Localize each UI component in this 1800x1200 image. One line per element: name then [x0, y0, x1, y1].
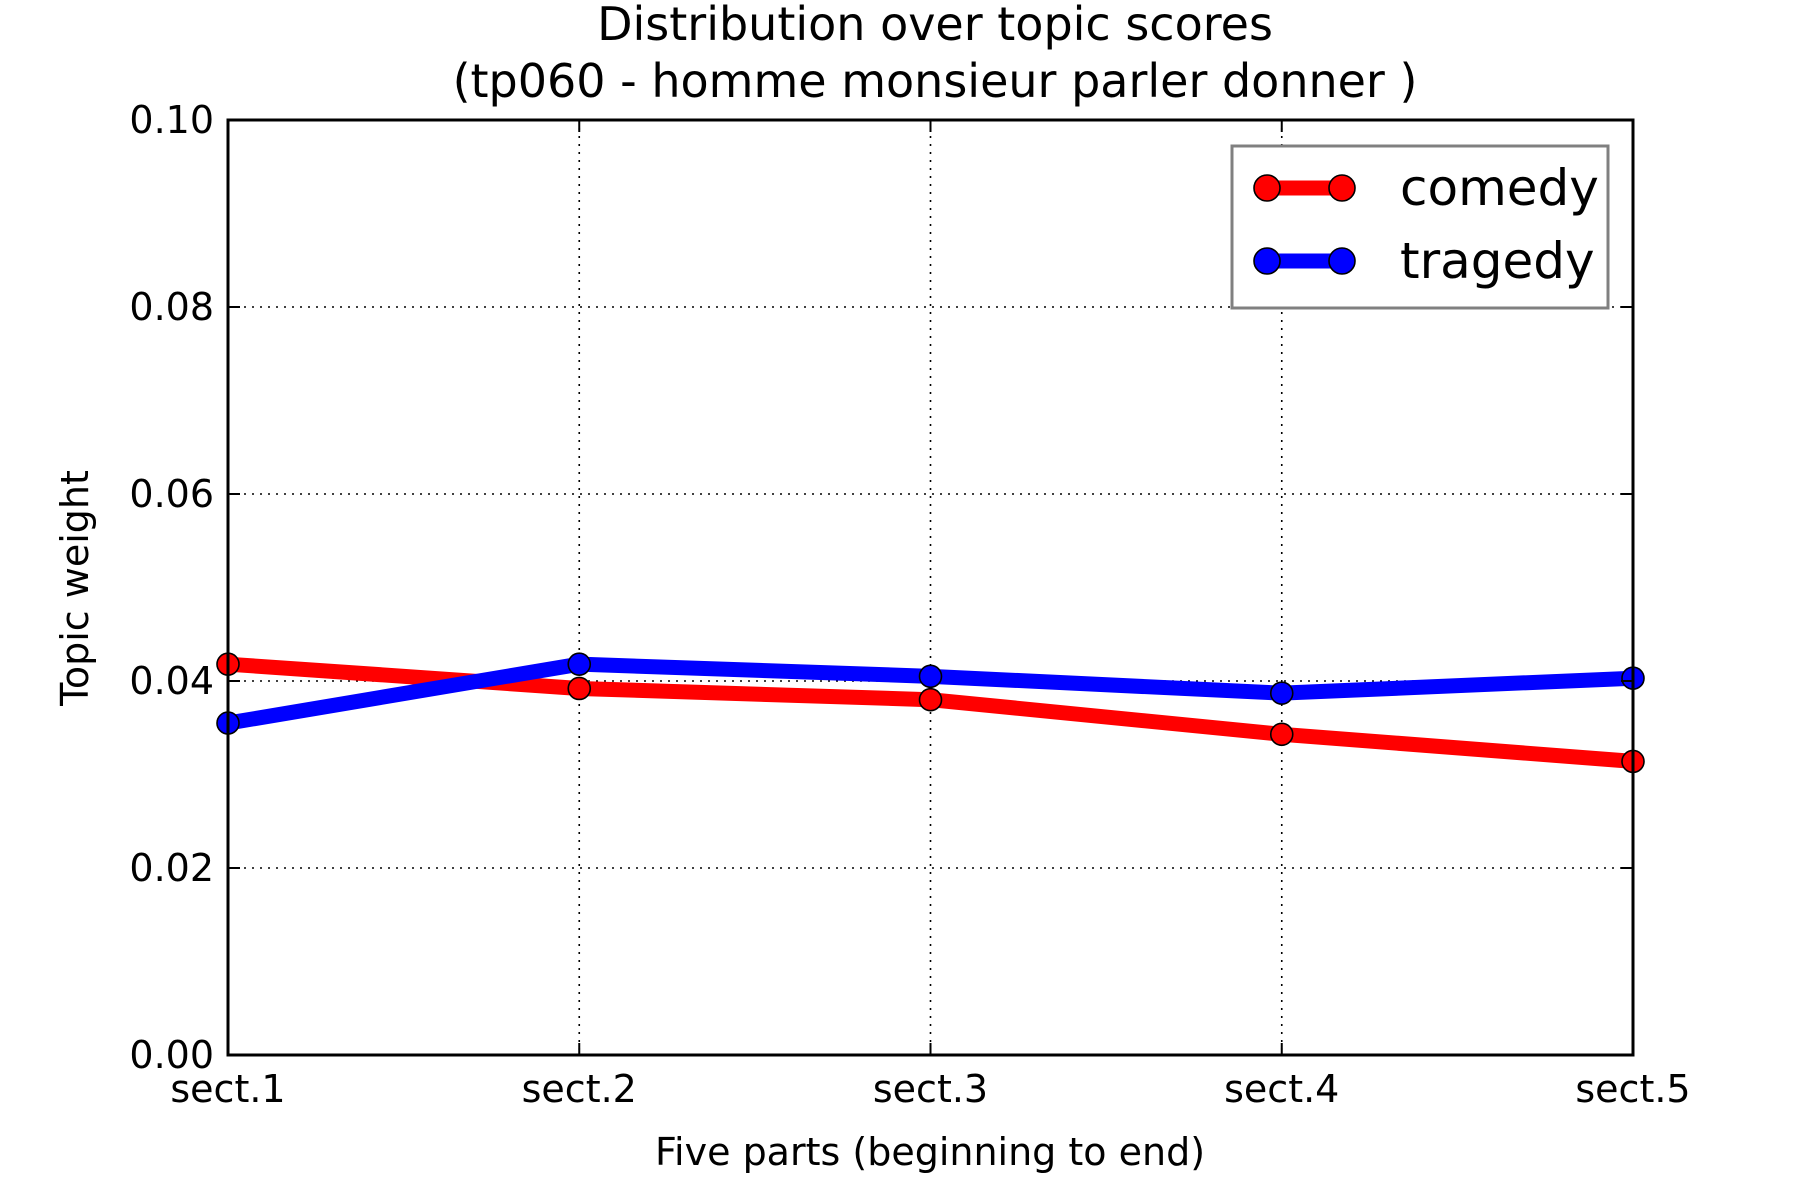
legend-marker — [1253, 174, 1281, 202]
y-tick-label: 0.10 — [129, 98, 214, 142]
chart-title: Distribution over topic scores — [597, 0, 1273, 51]
legend-entry: tragedy — [1253, 232, 1595, 290]
data-point — [1269, 722, 1294, 747]
series-layer — [216, 652, 1645, 774]
legend-marker — [1328, 247, 1356, 275]
y-tick-label: 0.00 — [129, 1033, 214, 1077]
y-tick-label: 0.06 — [129, 472, 214, 516]
x-tick-label: sect.5 — [1575, 1067, 1690, 1111]
series-tragedy — [216, 652, 1645, 735]
x-tick-label: sect.1 — [170, 1067, 285, 1111]
data-point — [918, 687, 943, 712]
chart-subtitle: (tp060 - homme monsieur parler donner ) — [453, 54, 1418, 108]
y-axis-label: Topic weight — [53, 470, 97, 707]
x-tick-label: sect.2 — [522, 1067, 637, 1111]
y-tick-label: 0.02 — [129, 846, 214, 890]
legend-label: comedy — [1400, 159, 1599, 217]
legend-entry: comedy — [1253, 159, 1599, 217]
data-point — [918, 664, 943, 689]
y-tick-label: 0.04 — [129, 659, 214, 703]
y-tick-label: 0.08 — [129, 285, 214, 329]
data-point — [567, 676, 592, 701]
x-axis-ticks: sect.1 sect.2 sect.3 sect.4 sect.5 — [170, 120, 1691, 1111]
y-axis-ticks: 0.00 0.02 0.04 0.06 0.08 0.10 — [129, 98, 1633, 1077]
x-tick-label: sect.4 — [1224, 1067, 1339, 1111]
legend-marker — [1253, 247, 1281, 275]
legend: comedy tragedy — [1230, 144, 1610, 310]
legend-marker — [1328, 174, 1356, 202]
data-point — [1269, 681, 1294, 705]
x-tick-label: sect.3 — [873, 1067, 988, 1111]
x-axis-label: Five parts (beginning to end) — [655, 1130, 1205, 1174]
legend-box — [1230, 144, 1610, 310]
legend-label: tragedy — [1400, 232, 1595, 290]
data-point — [567, 652, 592, 676]
